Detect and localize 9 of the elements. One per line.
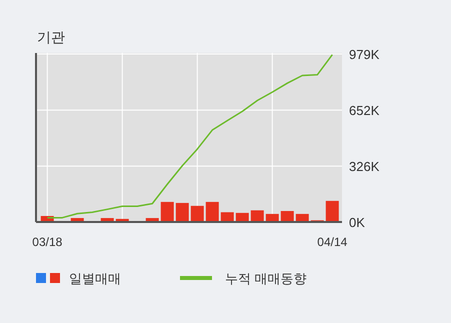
legend-label: 일별매매 xyxy=(69,271,121,286)
y-tick-label: 0K xyxy=(349,215,366,230)
y-tick-label: 326K xyxy=(349,159,380,174)
y-tick-label: 979K xyxy=(349,47,380,62)
chart-title: 기관 xyxy=(37,29,65,45)
x-tick-label: 04/14 xyxy=(317,235,348,249)
y-tick-label: 652K xyxy=(349,103,380,118)
x-tick-label: 03/18 xyxy=(32,235,63,249)
legend-label: 누적 매매동향 xyxy=(225,271,307,286)
